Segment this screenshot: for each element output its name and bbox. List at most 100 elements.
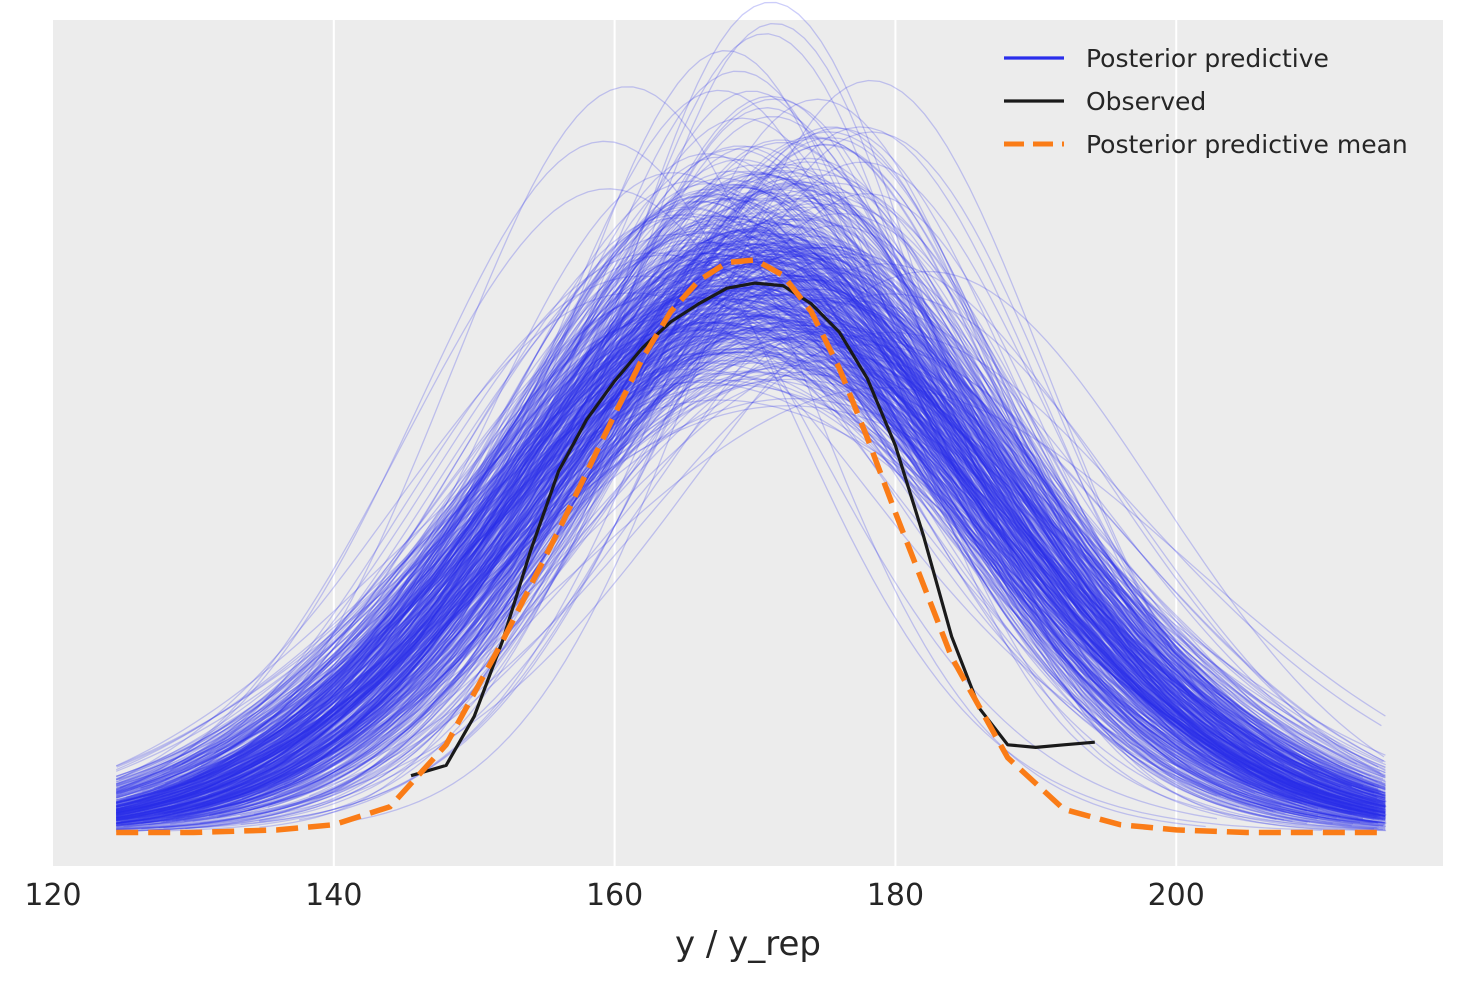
- posterior-predictive-draw: [116, 265, 1386, 814]
- posterior-predictive-draw: [116, 208, 1386, 828]
- posterior-predictive-draw: [116, 279, 1386, 819]
- posterior-predictive-draw: [183, 327, 1386, 797]
- posterior-predictive-draw: [116, 242, 1285, 816]
- posterior-predictive-draw: [115, 362, 1386, 794]
- posterior-predictive-draw: [116, 259, 1352, 817]
- posterior-predictive-draw: [116, 261, 1386, 822]
- posterior-predictive-draw: [263, 251, 1310, 798]
- posterior-predictive-draw: [216, 70, 1240, 819]
- posterior-predictive-draw: [116, 318, 1352, 814]
- x-tick-label: 200: [1148, 878, 1205, 913]
- posterior-predictive-draw: [116, 347, 1386, 798]
- posterior-predictive-draw: [176, 249, 1379, 816]
- posterior-predictive-draw: [181, 252, 1373, 824]
- legend-label: Observed: [1086, 87, 1206, 116]
- posterior-predictive-draw: [116, 278, 1364, 811]
- posterior-predictive-draw: [116, 324, 1386, 811]
- posterior-predictive-draw: [116, 246, 1386, 821]
- posterior-predictive-draw: [116, 268, 1341, 812]
- posterior-predictive-draw: [157, 318, 1383, 799]
- posterior-predictive-draw: [116, 278, 1386, 815]
- posterior-predictive-draw: [119, 227, 1277, 820]
- posterior-predictive-draw: [116, 327, 1375, 808]
- posterior-predictive-draw: [116, 355, 1375, 794]
- posterior-predictive-draw: [116, 297, 1386, 814]
- posterior-predictive-draw: [116, 296, 1352, 825]
- posterior-predictive-draw: [116, 156, 1307, 825]
- posterior-predictive-draw: [180, 299, 1383, 808]
- posterior-predictive-draw: [167, 267, 1381, 813]
- posterior-predictive-draw: [116, 245, 1375, 817]
- posterior-predictive-draw: [116, 176, 1386, 829]
- posterior-predictive-draw: [169, 293, 1261, 788]
- posterior-predictive-draw: [116, 194, 1375, 824]
- posterior-predictive-draw: [116, 263, 1386, 811]
- posterior-predictive-draw: [162, 231, 1298, 816]
- posterior-predictive-draw: [115, 275, 1341, 818]
- posterior-predictive-draw: [192, 330, 1328, 782]
- posterior-predictive-draw: [115, 378, 1386, 791]
- posterior-predictive-draw: [116, 265, 1330, 815]
- posterior-predictive-draw: [116, 182, 1386, 829]
- posterior-predictive-draw: [157, 233, 1327, 814]
- posterior-predictive-draw: [116, 279, 1308, 811]
- posterior-predictive-draw: [184, 224, 1387, 816]
- posterior-predictive-draw: [115, 292, 1386, 817]
- posterior-predictive-draw: [207, 254, 1376, 817]
- posterior-predictive-draw: [137, 254, 1352, 820]
- posterior-predictive-draw: [116, 266, 1386, 818]
- posterior-predictive-draw: [193, 290, 1351, 813]
- posterior-predictive-draw: [116, 286, 1386, 814]
- posterior-predictive-draw: [115, 351, 1386, 801]
- posterior-predictive-draw: [116, 361, 1364, 786]
- posterior-predictive-draw: [116, 288, 1386, 826]
- posterior-predictive-draw: [116, 246, 1386, 822]
- posterior-predictive-draw: [222, 243, 1358, 815]
- posterior-predictive-draw: [166, 313, 1347, 796]
- posterior-predictive-draw: [173, 240, 1387, 818]
- posterior-predictive-draw: [115, 335, 1386, 807]
- posterior-predictive-draw: [166, 148, 1380, 824]
- posterior-predictive-draw: [116, 174, 1296, 831]
- posterior-predictive-draw: [202, 314, 1361, 799]
- posterior-predictive-draw: [116, 243, 1341, 824]
- posterior-predictive-draw: [152, 266, 1299, 807]
- posterior-predictive-draw: [131, 237, 1345, 816]
- posterior-predictive-draw: [204, 278, 1385, 811]
- posterior-predictive-draw: [186, 252, 1378, 824]
- posterior-predictive-draw: [116, 297, 1364, 806]
- posterior-predictive-draw: [264, 217, 1378, 809]
- posterior-predictive-draw: [207, 293, 1377, 797]
- posterior-predictive-draw: [116, 231, 1364, 820]
- x-axis-label: y / y_rep: [675, 924, 821, 964]
- posterior-predictive-draw: [116, 297, 1386, 812]
- posterior-predictive-draw: [116, 326, 1386, 814]
- posterior-predictive-draw: [116, 338, 1386, 808]
- posterior-predictive-draw: [123, 320, 1383, 807]
- posterior-predictive-draw: [259, 1, 1338, 831]
- posterior-predictive-draw: [116, 304, 1386, 801]
- posterior-predictive-draw: [124, 300, 1372, 805]
- posterior-predictive-draw: [298, 131, 1378, 821]
- posterior-predictive-draw: [116, 246, 1386, 825]
- posterior-predictive-draw: [115, 328, 1386, 808]
- posterior-predictive-draw: [130, 313, 1378, 810]
- posterior-predictive-draw: [137, 276, 1329, 804]
- posterior-predictive-draw: [115, 312, 1296, 798]
- posterior-predictive-draw: [115, 329, 1386, 817]
- posterior-predictive-draw: [116, 298, 1386, 813]
- posterior-predictive-draw: [116, 332, 1386, 799]
- posterior-predictive-draw: [125, 315, 1384, 798]
- posterior-predictive-draw: [119, 297, 1378, 804]
- posterior-predictive-draw: [258, 218, 1225, 795]
- posterior-predictive-draw: [154, 98, 1335, 832]
- posterior-predictive-draw: [116, 257, 1386, 816]
- posterior-predictive-draw: [213, 297, 1304, 801]
- posterior-predictive-draw: [158, 246, 1383, 816]
- posterior-predictive-draw: [199, 136, 1380, 824]
- posterior-predictive-draw: [116, 248, 1296, 813]
- posterior-predictive-draw: [116, 371, 1386, 799]
- posterior-predictive-draw: [116, 307, 1386, 807]
- posterior-predictive-draw: [115, 324, 1386, 814]
